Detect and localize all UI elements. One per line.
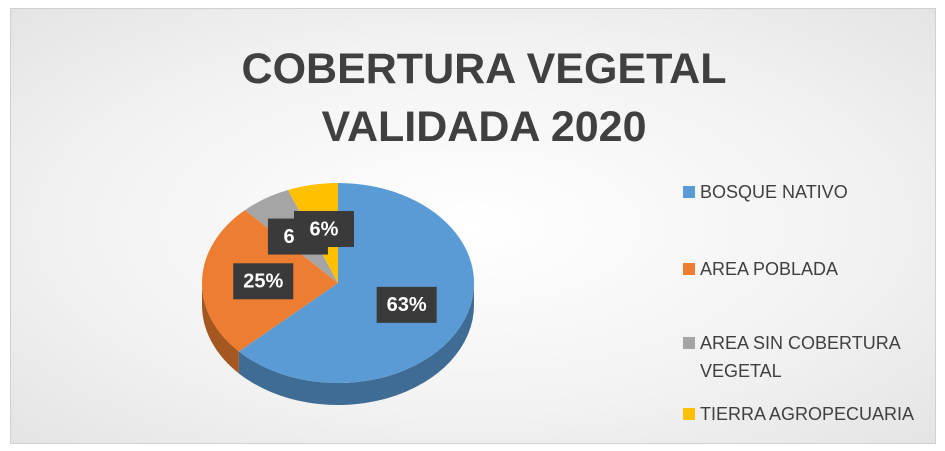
legend-label: BOSQUE NATIVO	[700, 182, 848, 202]
data-label-text: 63%	[387, 294, 427, 316]
data-label-box	[293, 210, 354, 247]
legend-item: BOSQUE NATIVO	[683, 178, 928, 206]
data-label: 6%	[293, 210, 354, 247]
legend-swatch	[683, 263, 695, 275]
pie-side	[202, 283, 239, 374]
data-label-text: 25%	[243, 271, 283, 293]
chart-title: COBERTURA VEGETAL VALIDADA 2020	[241, 45, 727, 151]
data-label-text: 6%	[310, 218, 339, 240]
data-label: 63%	[376, 286, 437, 323]
legend-swatch	[683, 186, 695, 198]
pie-slice	[238, 183, 474, 383]
data-label-box	[376, 286, 437, 323]
legend-swatch	[683, 337, 695, 349]
legend-swatch	[683, 408, 695, 420]
data-label: 25%	[233, 263, 294, 300]
pie-side	[238, 283, 474, 405]
chart-area	[10, 8, 936, 444]
legend-label: AREA POBLADA	[700, 259, 839, 279]
legend-label: AREA SIN COBERTURA VEGETAL	[700, 333, 900, 381]
legend-item: AREA SIN COBERTURA VEGETAL	[683, 329, 928, 385]
data-label-box	[233, 263, 294, 300]
legend-item: AREA POBLADA	[683, 255, 928, 283]
legend-item: TIERRA AGROPECUARIA	[683, 400, 928, 428]
legend-label: TIERRA AGROPECUARIA	[700, 404, 915, 424]
